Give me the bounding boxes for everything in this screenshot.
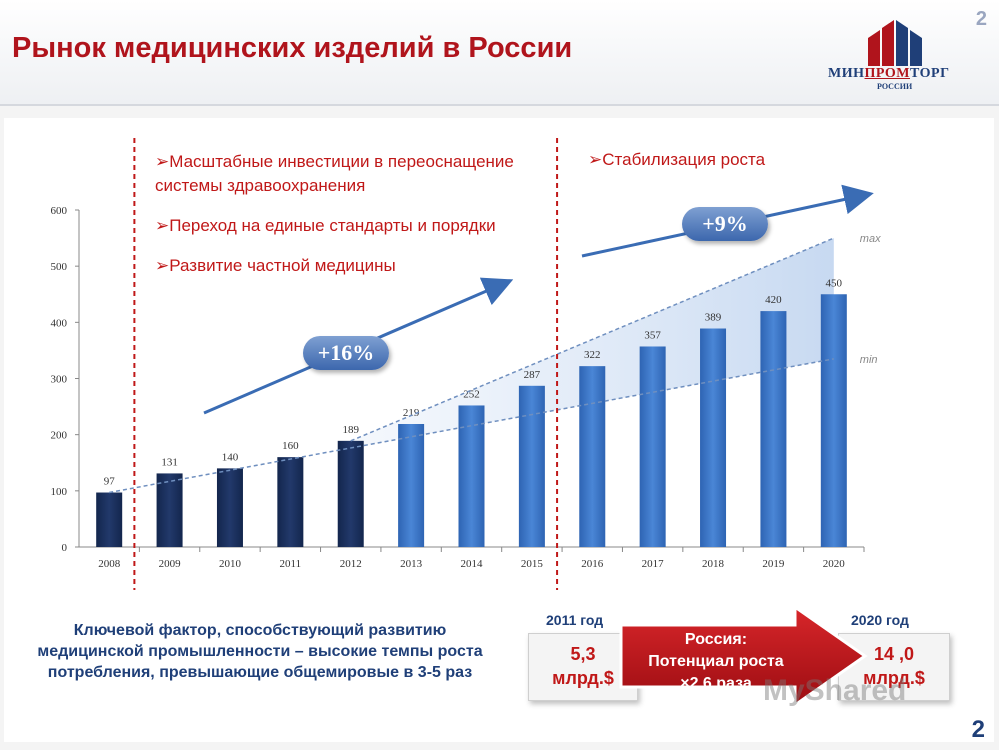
max-trend-line — [350, 237, 835, 442]
x-tick-label: 2018 — [702, 558, 725, 570]
growth-range-band — [350, 238, 834, 448]
logo-subtitle: РОССИИ — [877, 82, 913, 91]
minpromtorg-logo — [868, 20, 922, 66]
x-tick-label: 2015 — [521, 558, 544, 570]
bar — [458, 405, 485, 547]
x-tick-label: 2012 — [340, 558, 362, 570]
x-tick-label: 2017 — [642, 558, 665, 570]
x-tick-label: 2011 — [280, 558, 302, 570]
bar — [639, 346, 666, 547]
max-label: max — [860, 233, 881, 245]
y-tick-label: 200 — [51, 430, 68, 442]
logo-text: МИНПРОМТОРГ — [828, 66, 950, 81]
bullet-stabilization: ➢Стабилизация роста — [588, 150, 766, 169]
x-tick-label: 2016 — [581, 558, 604, 570]
bullet-private-medicine: ➢Развитие частной медицины — [155, 256, 396, 275]
bullet-investments: ➢Масштабные инвестиции в переоснащение с… — [155, 152, 514, 195]
slide-header: Рынок медицинских изделий в России 2 МИН… — [0, 0, 999, 106]
arrow-line-multiplier: ×2,6 раза — [680, 675, 752, 692]
value-2020-box: 14 ,0 млрд.$ — [838, 633, 950, 701]
y-tick-label: 0 — [62, 542, 68, 554]
bar — [96, 492, 123, 547]
growth-potential-arrow — [619, 604, 868, 708]
bar — [518, 385, 545, 547]
arrow-line-russia: Россия: — [684, 631, 748, 648]
bar — [156, 473, 183, 547]
watermark: MyShared — [763, 674, 907, 707]
year-2020-label: 2020 год — [851, 612, 909, 628]
value-2020: 14 ,0 — [873, 644, 915, 664]
x-tick-label: 2008 — [98, 558, 121, 570]
bar-value-label: 189 — [342, 424, 359, 436]
bar-value-label: 420 — [765, 294, 782, 306]
growth-potential-text: Россия: Потенциал роста ×2,6 раза — [628, 629, 804, 695]
bar-value-label: 389 — [705, 312, 722, 324]
bar — [398, 423, 425, 547]
bar-value-label: 97 — [104, 476, 116, 488]
bar — [216, 468, 243, 547]
key-factor-text: Ключевой фактор, способствующий развитию… — [37, 622, 483, 681]
min-trend-line — [109, 358, 834, 494]
bar-value-label: 287 — [524, 369, 541, 381]
bar — [760, 311, 787, 547]
bullet-standards: ➢Переход на единые стандарты и порядки — [155, 216, 496, 235]
value-2020-unit: млрд.$ — [863, 668, 925, 688]
arrow-line-potential: Потенциал роста — [648, 653, 784, 670]
x-tick-label: 2020 — [823, 558, 846, 570]
x-tick-label: 2009 — [159, 558, 182, 570]
bar-value-label: 357 — [644, 329, 661, 341]
bar-value-label: 160 — [282, 440, 299, 452]
bar-value-label: 252 — [463, 388, 480, 400]
bar — [579, 366, 606, 547]
bar — [277, 457, 304, 547]
bar-value-label: 131 — [161, 456, 178, 468]
page-number-top: 2 — [975, 8, 987, 30]
bar-value-label: 140 — [222, 451, 239, 463]
bar — [337, 440, 364, 547]
bar-value-label: 219 — [403, 407, 420, 419]
y-tick-label: 400 — [51, 317, 68, 329]
slide-title: Рынок медицинских изделий в России — [12, 32, 573, 64]
bar — [700, 328, 727, 547]
bar-value-label: 450 — [826, 277, 843, 289]
y-tick-label: 500 — [51, 261, 68, 273]
value-2011: 5,3 — [570, 644, 596, 664]
y-tick-label: 300 — [51, 374, 68, 386]
min-label: min — [860, 354, 878, 366]
bar-value-label: 322 — [584, 349, 601, 361]
bar — [820, 294, 847, 547]
growth-badge-9: +9% — [682, 207, 768, 241]
left-bullets: ➢Масштабные инвестиции в переоснащение с… — [155, 150, 565, 294]
x-tick-label: 2014 — [461, 558, 484, 570]
x-tick-label: 2019 — [762, 558, 785, 570]
y-tick-label: 100 — [51, 486, 68, 498]
growth-badge-16: +16% — [303, 336, 389, 370]
year-2011-label: 2011 год — [546, 612, 604, 628]
y-tick-label: 600 — [51, 205, 68, 217]
page-number-bottom: 2 — [971, 716, 985, 743]
x-tick-label: 2013 — [400, 558, 423, 570]
value-2011-unit: млрд.$ — [552, 668, 614, 688]
x-tick-label: 2010 — [219, 558, 242, 570]
